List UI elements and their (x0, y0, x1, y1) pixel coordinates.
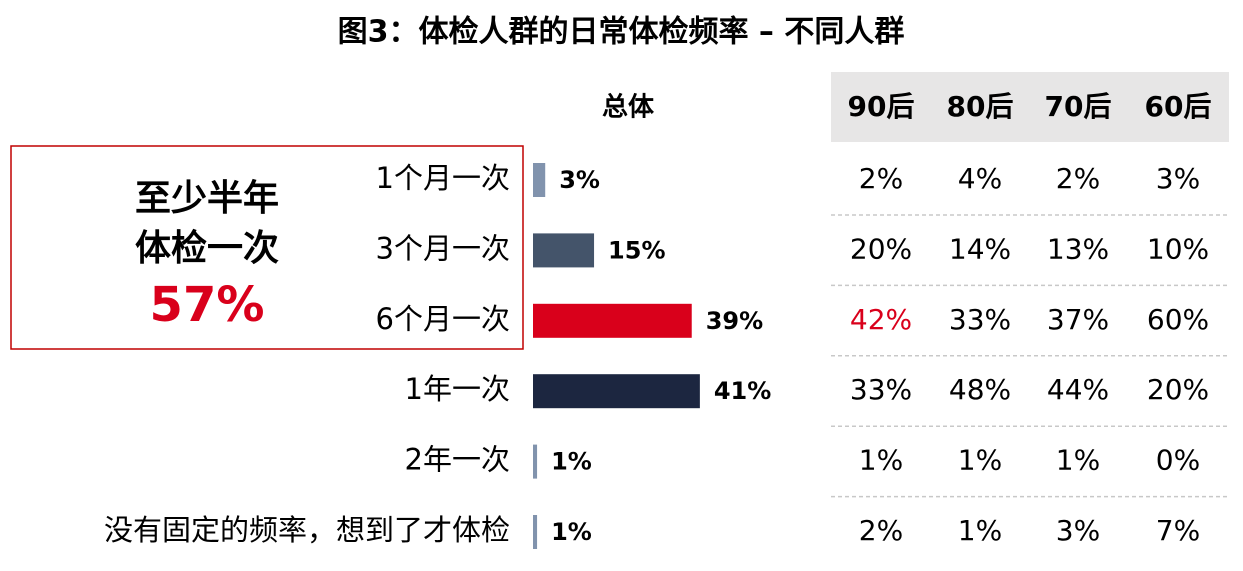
table-cell: 44% (1047, 373, 1109, 406)
value-label: 1% (551, 518, 592, 546)
table-cell: 0% (1156, 444, 1200, 477)
category-label: 6个月一次 (376, 302, 510, 336)
category-label: 2年一次 (405, 443, 510, 477)
chart-title: 图3：体检人群的日常体检频率 – 不同人群 (338, 15, 905, 50)
table-cell: 20% (850, 232, 912, 265)
table-header: 70后 (1045, 90, 1112, 123)
callout-box (10, 145, 524, 350)
table-cell: 2% (1056, 162, 1100, 195)
category-label: 3个月一次 (376, 231, 510, 265)
table-cell: 3% (1056, 514, 1100, 547)
category-label: 1年一次 (405, 372, 510, 406)
value-label: 39% (706, 307, 763, 335)
callout-text: 至少半年 (135, 178, 279, 219)
table-cell: 60% (1147, 303, 1209, 336)
table-cell: 20% (1147, 373, 1209, 406)
table-cell: 33% (949, 303, 1011, 336)
table-cell: 33% (850, 373, 912, 406)
value-label: 1% (551, 448, 592, 476)
bar (533, 515, 538, 549)
bar (533, 233, 595, 268)
table-cell: 1% (958, 514, 1002, 547)
table-cell: 7% (1156, 514, 1200, 547)
table-header-bg (831, 72, 1229, 142)
table-header: 80后 (947, 90, 1014, 123)
table-cell: 2% (859, 162, 903, 195)
table-header: 60后 (1145, 90, 1212, 123)
table-cell: 4% (958, 162, 1002, 195)
table-cell: 2% (859, 514, 903, 547)
table-cell: 3% (1156, 162, 1200, 195)
bar (533, 444, 538, 479)
category-label: 1个月一次 (376, 161, 510, 195)
value-label: 15% (608, 236, 665, 264)
table-cell: 13% (1047, 232, 1109, 265)
table-cell: 1% (958, 444, 1002, 477)
column-header: 总体 (602, 93, 655, 123)
table-cell: 1% (859, 444, 903, 477)
table-cell: 48% (949, 373, 1011, 406)
value-label: 3% (559, 166, 600, 194)
bar (533, 303, 692, 338)
bar (533, 163, 546, 197)
callout-value: 57% (150, 277, 265, 333)
callout-text: 体检一次 (135, 228, 279, 269)
table-cell: 10% (1147, 232, 1209, 265)
table-cell: 42% (850, 303, 912, 336)
table-cell: 1% (1056, 444, 1100, 477)
bar (533, 374, 700, 409)
table-cell: 14% (949, 232, 1011, 265)
value-label: 41% (714, 377, 771, 405)
table-header: 90后 (848, 90, 915, 123)
category-label: 没有固定的频率，想到了才体检 (104, 513, 510, 547)
table-cell: 37% (1047, 303, 1109, 336)
